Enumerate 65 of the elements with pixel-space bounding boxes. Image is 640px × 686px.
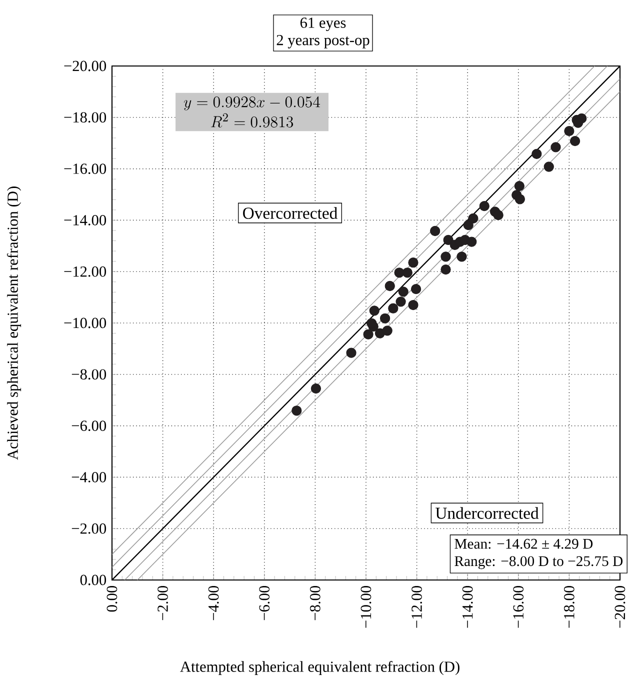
point: [570, 136, 580, 146]
x-tick-label: −2.00: [158, 586, 168, 620]
y-tick-label: −18.00: [64, 112, 106, 123]
point: [468, 213, 478, 224]
point: [380, 313, 390, 324]
point: [363, 329, 374, 340]
point: [466, 236, 477, 247]
y-tick-label: −4.00: [72, 472, 106, 482]
annotation: Mean: −14.62 ± 4.29 D: [454, 538, 593, 549]
y-tick-label: −12.00: [64, 266, 106, 277]
x-tick-label: −4.00: [208, 586, 219, 620]
point: [479, 201, 490, 212]
point: [394, 268, 404, 278]
annotation: $R^{2} = 0.9813$: [211, 113, 294, 128]
point: [396, 296, 406, 307]
annotation: $y = 0.9928x - 0.054$: [184, 96, 320, 110]
point: [369, 306, 380, 316]
x-tick-label: −14.00: [462, 586, 473, 628]
x-tick-label: −16.00: [513, 586, 524, 628]
y-axis-title: Achieved spherical equivalent refraction (D): [6, 186, 22, 460]
point: [532, 148, 542, 159]
point: [382, 326, 392, 336]
point: [544, 162, 554, 172]
x-tick-label: −6.00: [259, 586, 270, 620]
point: [398, 286, 408, 297]
x-tick-label: −8.00: [310, 586, 320, 620]
point: [384, 280, 395, 292]
point: [388, 303, 398, 314]
point: [443, 234, 454, 246]
point: [408, 258, 418, 268]
chart-subtitle: 2 years post-op: [276, 34, 370, 48]
point: [440, 252, 451, 262]
point: [550, 142, 561, 152]
x-axis-title: Attempted spherical equivalent refraction (D): [180, 660, 460, 676]
point: [346, 348, 356, 358]
point: [366, 318, 377, 328]
x-tick-label: −18.00: [564, 586, 574, 628]
point: [292, 406, 302, 416]
point: [310, 383, 322, 394]
annotation: Overcorrected: [243, 207, 338, 219]
y-tick-label: −8.00: [72, 369, 106, 380]
y-tick-label: −16.00: [64, 164, 106, 174]
x-tick-label: −12.00: [412, 586, 422, 628]
y-tick-label: −14.00: [64, 215, 106, 226]
chart-title: 61 eyes: [300, 18, 346, 32]
point: [564, 126, 574, 136]
point: [456, 252, 467, 262]
point: [514, 194, 525, 204]
annotation: Undercorrected: [436, 507, 539, 519]
point: [408, 300, 418, 310]
x-tick-label: −10.00: [360, 586, 372, 628]
point: [410, 284, 422, 294]
y-tick-label: −2.00: [72, 523, 106, 534]
point: [402, 268, 412, 278]
point: [430, 226, 440, 236]
y-tick-label: 0.00: [80, 574, 106, 586]
point: [493, 210, 504, 220]
annotation: Range: −8.00 D to −25.75 D: [454, 556, 623, 570]
x-tick-label: −20.00: [614, 586, 626, 628]
point: [440, 264, 451, 275]
y-tick-label: −20.00: [64, 60, 106, 72]
point: [514, 180, 524, 192]
point: [463, 220, 474, 230]
y-tick-label: −6.00: [72, 420, 106, 432]
y-tick-label: −10.00: [64, 318, 106, 328]
